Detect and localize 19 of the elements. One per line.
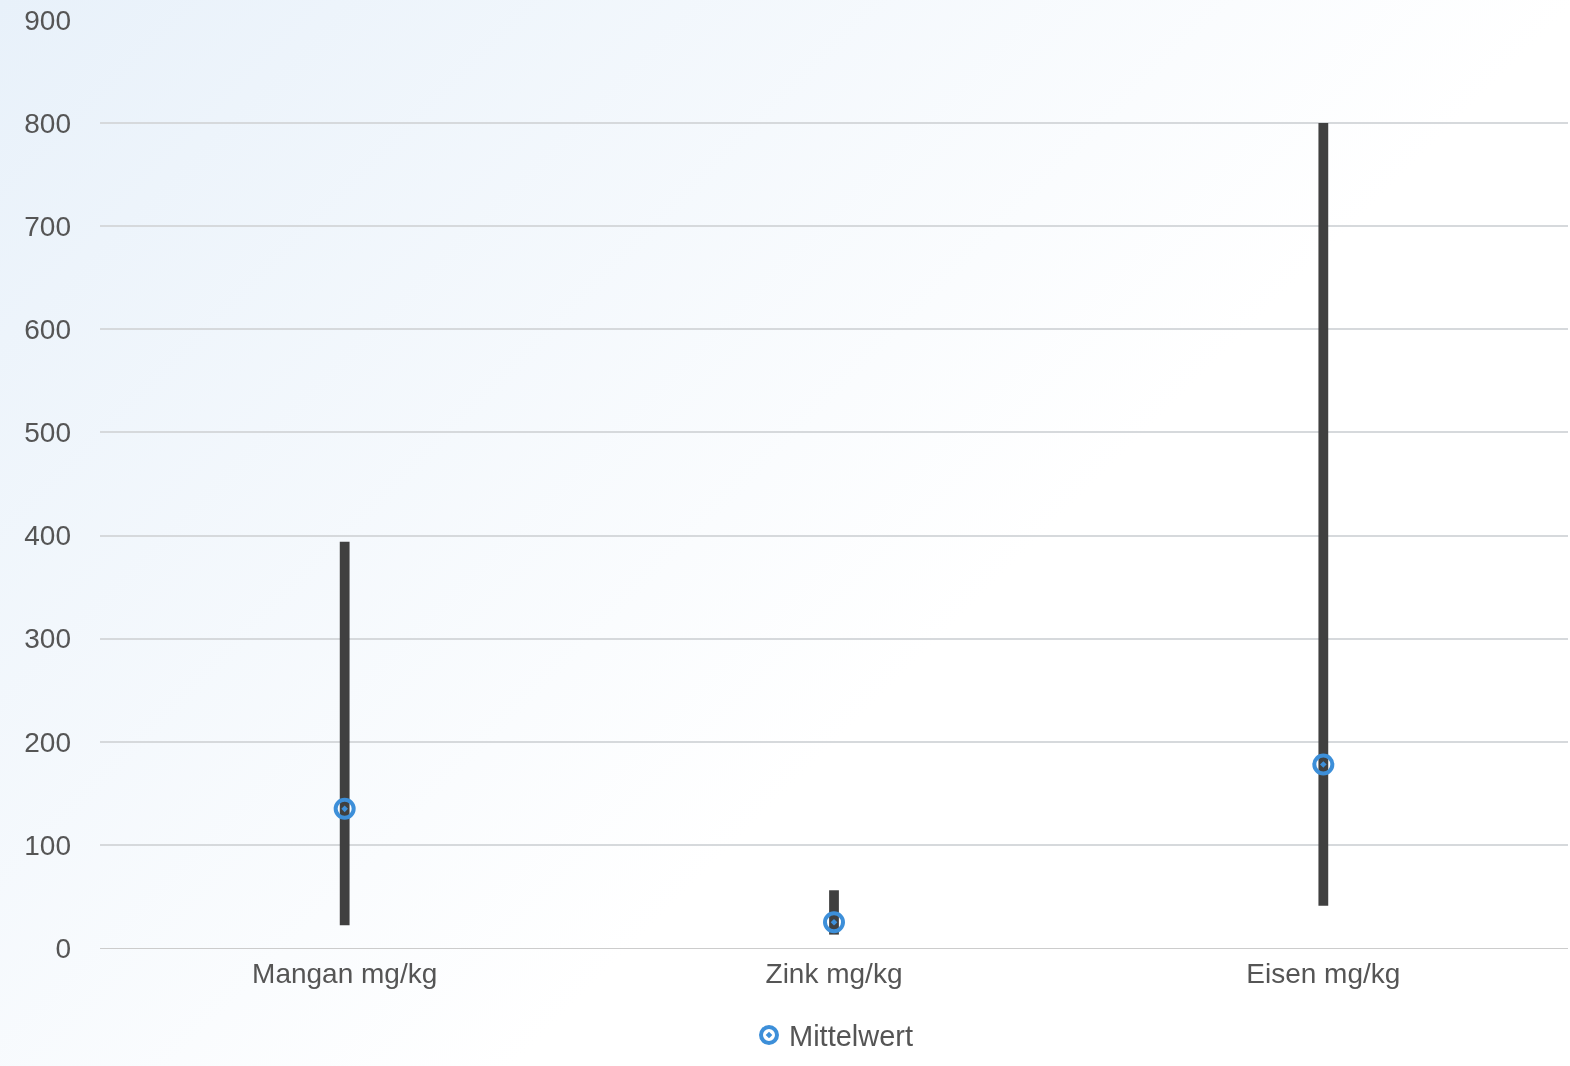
point [1312, 753, 1335, 776]
y-tick-label: 900 [24, 4, 71, 36]
point [823, 911, 845, 934]
point [333, 797, 356, 820]
y-tick-label: 300 [24, 623, 71, 655]
bar [1318, 123, 1329, 906]
legend-label: Mittelwert [789, 1020, 914, 1053]
bar [339, 541, 350, 926]
y-tick-label: 100 [24, 829, 71, 861]
y-tick-label: 200 [24, 726, 71, 758]
y-tick-label: 500 [24, 417, 71, 449]
y-tick-label: 800 [24, 107, 71, 139]
y-tick-label: 600 [24, 314, 71, 346]
x-tick-label: Mangan mg/kg [252, 957, 438, 989]
y-tick-label: 400 [24, 520, 71, 552]
x-tick-label: Eisen mg/kg [1246, 957, 1401, 989]
x-tick-label: Zink mg/kg [765, 957, 903, 989]
y-tick-label: 700 [24, 211, 71, 243]
y-tick-label: 0 [55, 932, 71, 964]
